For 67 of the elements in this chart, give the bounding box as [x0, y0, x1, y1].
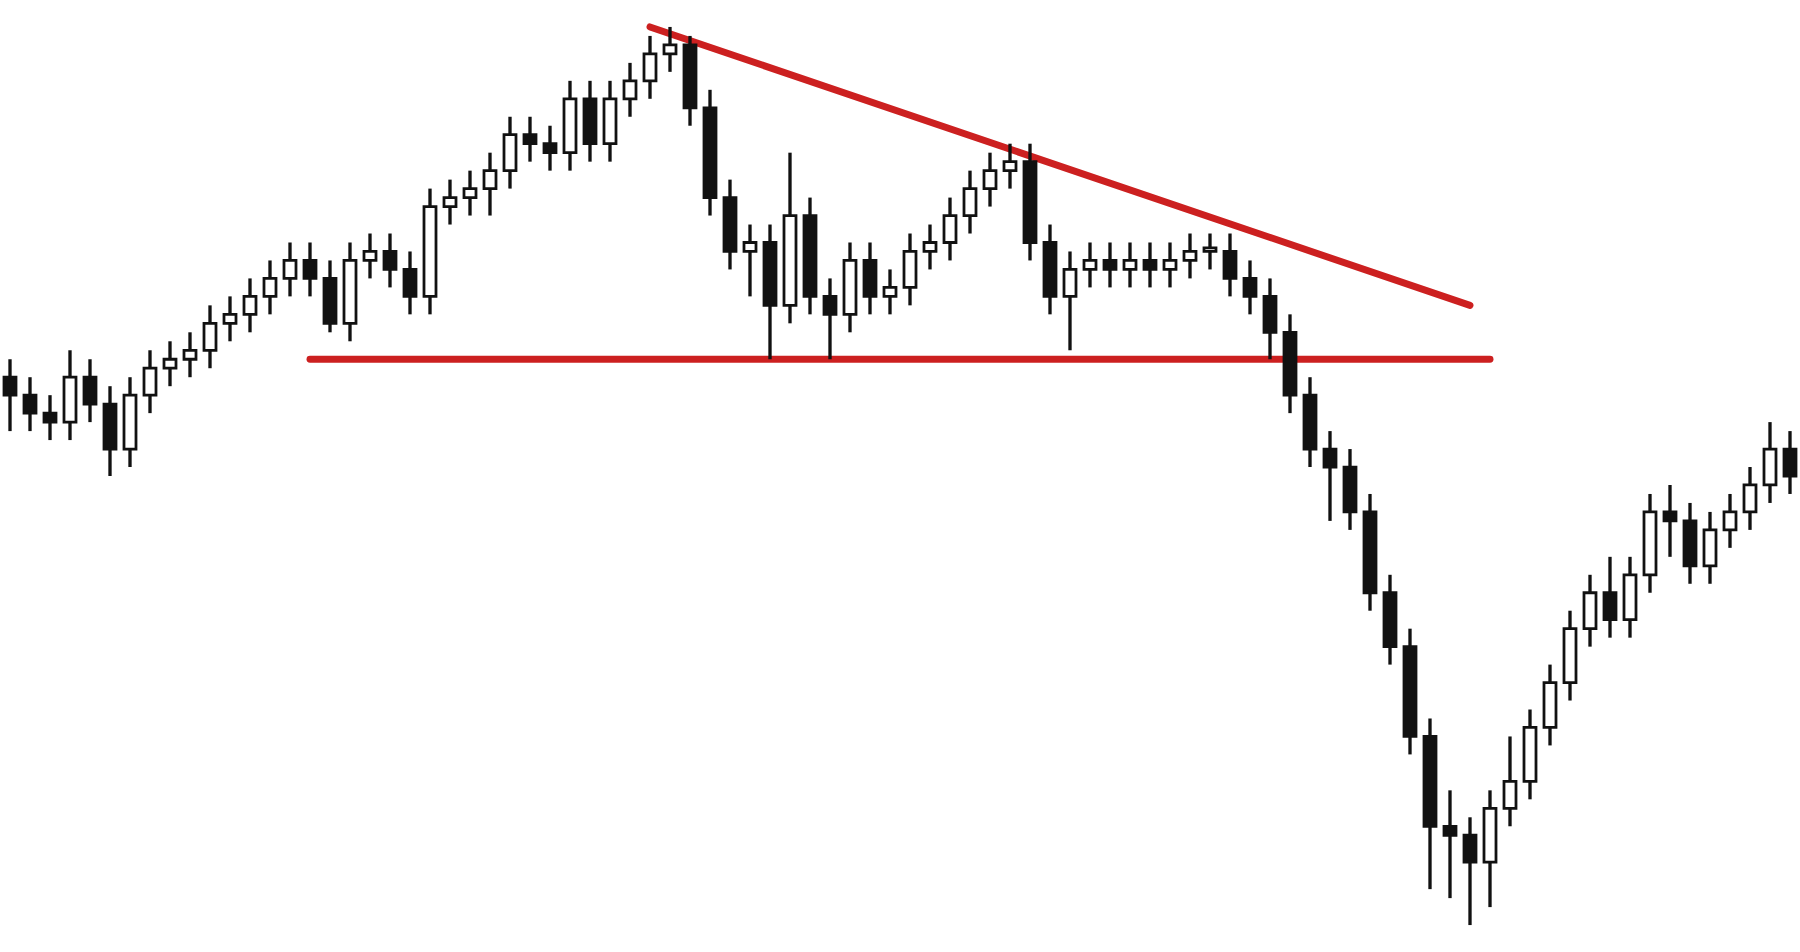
candlestick: [1102, 240, 1118, 290]
candlestick: [462, 168, 478, 218]
candlestick: [1462, 815, 1478, 927]
candlestick: [442, 177, 458, 227]
candlestick: [1782, 429, 1798, 496]
candlestick: [1122, 240, 1138, 290]
candlestick: [522, 115, 538, 164]
candlestick: [942, 195, 958, 263]
candlestick: [1142, 240, 1158, 290]
candlestick: [1622, 555, 1638, 640]
candlestick: [962, 168, 978, 236]
candlestick: [1182, 231, 1198, 281]
candlestick: [1742, 465, 1758, 532]
candlestick: [1502, 734, 1518, 828]
candlestick: [822, 276, 838, 361]
candlestick: [1002, 142, 1018, 191]
candlestick: [602, 79, 618, 164]
candlestick: [182, 330, 198, 379]
candlestick: [242, 276, 258, 334]
candlestick: [1262, 276, 1278, 361]
candlestick: [382, 231, 398, 290]
candlestick: [1442, 788, 1458, 900]
candlestick: [1582, 573, 1598, 649]
candlestick: [142, 348, 158, 415]
candlestick: [362, 231, 378, 281]
candlestick: [502, 115, 518, 191]
candlestick: [582, 79, 598, 164]
candlestick: [1062, 249, 1078, 352]
candlestick: [642, 34, 658, 101]
candlestick: [542, 124, 558, 173]
candlestick: [1682, 501, 1698, 586]
candlestick: [862, 240, 878, 317]
candlestick: [1202, 231, 1218, 272]
candlestick: [1242, 258, 1258, 317]
candlestick: [882, 267, 898, 317]
candlestick: [1162, 240, 1178, 290]
candlestick: [162, 339, 178, 388]
candlestick: [1082, 240, 1098, 290]
candlestick: [1722, 492, 1738, 550]
candlestick: [282, 240, 298, 299]
candlestick: [1322, 429, 1338, 523]
candlestick: [222, 294, 238, 343]
candlestick: [22, 375, 38, 433]
candlestick: [322, 258, 338, 334]
candlestick: [402, 249, 418, 317]
candlestick: [622, 61, 638, 119]
candlestick: [1662, 483, 1678, 559]
candlestick: [262, 258, 278, 317]
candlestick: [2, 357, 18, 433]
candlestick: [1602, 555, 1618, 640]
candlestick: [62, 348, 78, 442]
candlestick: [1222, 231, 1238, 299]
candlestick: [42, 393, 58, 442]
candlestick: [202, 303, 218, 370]
candlestick: [982, 151, 998, 209]
candlestick: [1342, 447, 1358, 532]
candlestick: [662, 25, 678, 74]
candlestick: [482, 151, 498, 218]
candlestick: [1542, 662, 1558, 748]
candlestick: [102, 384, 118, 478]
candlestick: [1702, 510, 1718, 586]
candlestick: [302, 240, 318, 299]
candlestick: [1762, 420, 1778, 505]
candlestick: [742, 222, 758, 299]
candlestick: [922, 222, 938, 272]
candlestick: [902, 231, 918, 308]
candlestick: [82, 357, 98, 424]
